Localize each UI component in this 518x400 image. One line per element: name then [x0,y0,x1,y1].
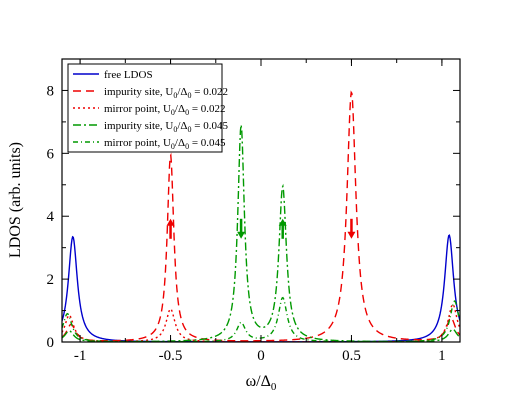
x-tick-label: 1 [438,348,446,364]
y-tick-label: 8 [47,83,55,99]
tick-group: -1 -0.5 0 0.5 1 0 2 4 6 8 [47,58,460,364]
arrow-group [166,218,356,239]
legend-entry: mirror point, U0/Δ0 = 0.045 [104,137,226,151]
y-tick-label: 0 [47,335,55,351]
legend-entry: impurity site, U0/Δ0 = 0.022 [104,86,228,100]
x-tick-label: -0.5 [159,348,183,364]
legend-entry: free LDOS [104,69,153,81]
y-axis-label: LDOS (arb. units) [7,142,24,258]
y-tick-label: 6 [47,146,55,162]
arrow-down [237,218,246,239]
legend-entry: mirror point, U0/Δ0 = 0.022 [104,103,226,117]
series-line-0 [62,234,460,342]
x-axis-label-sub: 0 [271,381,277,393]
arrow-up [166,218,175,239]
legend: free LDOS impurity site, U0/Δ0 = 0.022 mir… [67,63,228,153]
x-tick-label: 0.5 [342,348,361,364]
y-tick-label: 4 [47,209,55,225]
legend-entry: impurity site, U0/Δ0 = 0.045 [104,120,228,134]
y-tick-label: 2 [47,272,55,288]
arrow-up [278,218,287,239]
x-axis-label-main: ω/Δ [246,373,271,390]
x-tick-label: 0 [257,348,265,364]
series-line-3 [62,124,460,342]
arrow-down [347,218,356,239]
x-tick-label: -1 [74,348,87,364]
x-axis-label: ω/Δ0 [246,373,277,393]
